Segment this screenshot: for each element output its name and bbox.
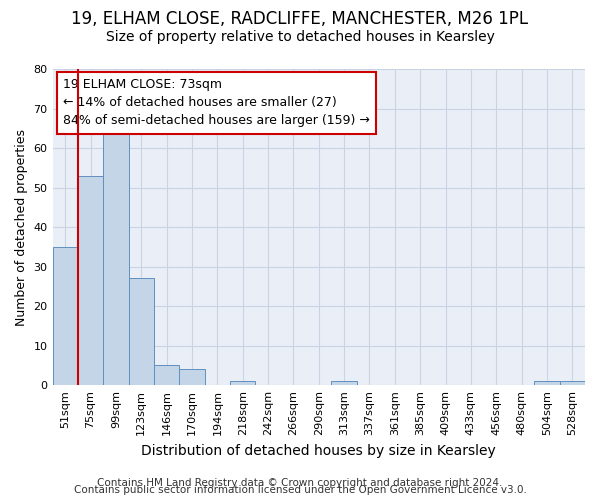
Text: Contains HM Land Registry data © Crown copyright and database right 2024.: Contains HM Land Registry data © Crown c…: [97, 478, 503, 488]
Text: 19 ELHAM CLOSE: 73sqm
← 14% of detached houses are smaller (27)
84% of semi-deta: 19 ELHAM CLOSE: 73sqm ← 14% of detached …: [63, 78, 370, 128]
Bar: [560, 381, 585, 385]
Bar: [103, 128, 128, 385]
Bar: [534, 381, 560, 385]
Bar: [179, 370, 205, 385]
Text: 19, ELHAM CLOSE, RADCLIFFE, MANCHESTER, M26 1PL: 19, ELHAM CLOSE, RADCLIFFE, MANCHESTER, …: [71, 10, 529, 28]
Bar: [230, 381, 256, 385]
Bar: [154, 366, 179, 385]
Bar: [78, 176, 103, 385]
Bar: [331, 381, 357, 385]
Bar: [128, 278, 154, 385]
Text: Contains public sector information licensed under the Open Government Licence v3: Contains public sector information licen…: [74, 485, 526, 495]
X-axis label: Distribution of detached houses by size in Kearsley: Distribution of detached houses by size …: [142, 444, 496, 458]
Bar: [53, 247, 78, 385]
Y-axis label: Number of detached properties: Number of detached properties: [15, 128, 28, 326]
Text: Size of property relative to detached houses in Kearsley: Size of property relative to detached ho…: [106, 30, 494, 44]
